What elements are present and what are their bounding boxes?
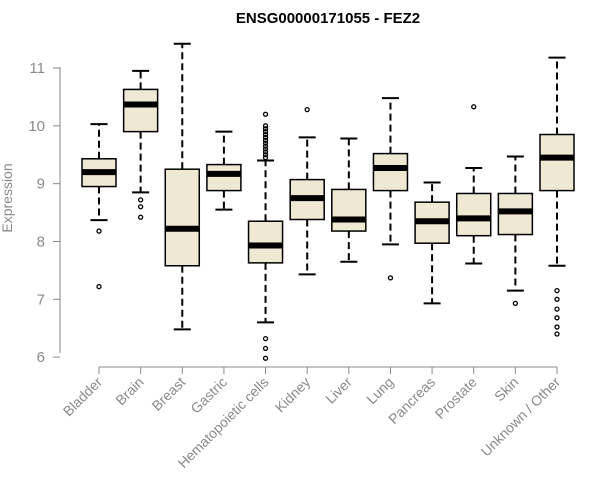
box-gastric [206,130,242,211]
y-axis-label: Expression [0,163,15,232]
iqr-box [372,152,409,192]
outlier-point [262,128,269,135]
iqr-box [331,188,367,232]
box-kidney [289,106,325,276]
outlier-point [262,137,269,143]
outlier-point [554,315,560,321]
y-tick-label: 9 [37,176,45,193]
outlier-point [137,197,144,203]
outlier-point [512,300,519,306]
iqr-box [164,168,201,267]
outlier-point [262,152,269,158]
x-tick-label: Breast [148,374,188,414]
outlier-point [262,335,269,342]
x-tick-label: Skin [491,374,522,405]
outlier-point [554,331,560,337]
outlier-point [262,140,269,146]
outlier-point [262,345,269,352]
box-pancreas [414,181,450,305]
x-tick-label: Lung [363,374,396,407]
boxes-group [81,42,575,361]
outlier-point [262,143,269,149]
outlier-point [304,106,310,113]
outlier-point [262,146,269,152]
box-liver [331,137,367,263]
outlier-point [554,287,560,294]
box-skin [497,155,534,306]
outlier-point [387,275,394,281]
iqr-box [206,163,242,192]
box-lung [372,97,409,281]
x-tick-label: Brain [112,374,146,408]
chart-title: ENSG00000171055 - FEZ2 [236,10,420,27]
outlier-point [96,283,102,290]
y-axis-ticks: 6 7 8 9 10 11 [28,60,60,366]
outlier-point [262,123,269,129]
outlier-point [262,149,269,155]
box-prostate [455,104,492,265]
outlier-point [262,131,269,138]
x-tick-label: Unknown / Other [478,374,564,460]
y-tick-label: 8 [37,233,45,250]
y-tick-label: 10 [28,118,45,135]
y-tick-label: 11 [29,60,45,77]
outlier-point [554,324,560,330]
x-tick-label: Kidney [272,374,314,416]
iqr-box [455,192,492,237]
iqr-box [122,88,159,133]
outlier-point [262,134,269,141]
x-tick-label: Bladder [60,374,106,420]
outlier-point [262,126,269,132]
outlier-point [262,355,269,361]
outlier-point [96,228,102,234]
iqr-box [539,133,575,192]
box-breast [164,42,201,331]
outlier-point [554,296,560,302]
box-hematopoietic-cells [247,111,284,361]
x-tick-label: Liver [322,374,355,407]
box-brain [122,69,159,220]
box-bladder [81,123,117,290]
x-tick-label: Prostate [432,374,480,422]
outlier-point [471,104,477,110]
outlier-point [137,214,144,220]
outlier-point [262,111,269,117]
outlier-point [554,306,560,312]
iqr-box [247,220,284,264]
y-tick-label: 7 [37,291,45,308]
box-unknown-other [539,56,575,337]
outlier-point [262,154,269,161]
outlier-point [137,204,144,210]
y-tick-label: 6 [37,349,45,366]
